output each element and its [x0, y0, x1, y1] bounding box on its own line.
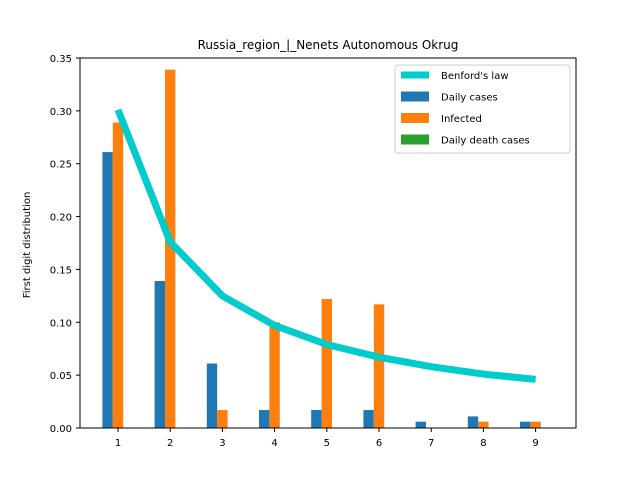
bar-daily-cases-9 [520, 421, 531, 428]
y-tick-label: 0.30 [50, 107, 72, 118]
legend-swatch-daily-cases [401, 91, 429, 102]
plot-frame [79, 57, 577, 429]
legend: Benford's law Daily cases Infected Daily de… [394, 64, 571, 154]
bar-infected-1 [112, 122, 124, 428]
x-tick-label: 8 [480, 438, 486, 449]
y-axis: 0.00 0.05 0.10 0.15 0.20 0.25 0.30 0.35 [50, 54, 80, 435]
x-axis: 1 2 3 4 5 6 7 8 9 [115, 428, 539, 449]
bar-infected-9 [530, 421, 541, 428]
bar-daily-cases-4 [259, 410, 270, 428]
x-tick-label: 4 [271, 438, 277, 449]
legend-label-daily-death-cases: Daily death cases [441, 136, 530, 147]
bar-infected-4 [269, 322, 280, 428]
x-tick-label: 3 [219, 438, 225, 449]
y-tick-label: 0.10 [50, 318, 72, 329]
bar-infected-6 [373, 304, 385, 428]
legend-label-benford-s-law: Benford's law [441, 71, 509, 82]
x-tick-label: 5 [324, 438, 330, 449]
bar-daily-cases-6 [363, 410, 374, 428]
benford-line [114, 108, 536, 383]
x-tick-label: 9 [532, 438, 538, 449]
y-tick-label: 0.25 [50, 160, 72, 171]
y-tick-label: 0.00 [50, 424, 72, 435]
bar-daily-cases-2 [154, 281, 165, 428]
y-tick-label: 0.15 [50, 265, 72, 276]
legend-swatch-infected [401, 113, 429, 123]
legend-label-daily-cases: Daily cases [441, 93, 498, 104]
y-tick-label: 0.35 [50, 54, 72, 65]
bar-daily-cases-7 [415, 421, 426, 428]
bar-daily-cases-5 [311, 410, 322, 428]
bar-infected-2 [165, 69, 176, 428]
legend-swatch-daily-death-cases [401, 134, 429, 145]
y-tick-label: 0.20 [50, 213, 72, 224]
x-tick-label: 7 [428, 438, 434, 449]
bar-daily-cases-3 [206, 363, 218, 428]
y-tick-label: 0.05 [50, 371, 72, 382]
y-axis-label: First digit distribution [22, 192, 33, 299]
bar-daily-cases-8 [467, 416, 479, 428]
bar-infected-3 [217, 410, 228, 428]
x-tick-label: 2 [167, 438, 173, 449]
legend-box [394, 64, 571, 154]
bar-infected-5 [321, 299, 332, 428]
plot-area [79, 57, 577, 429]
x-tick-label: 6 [376, 438, 382, 449]
bar-infected-8 [478, 421, 489, 428]
legend-label-infected: Infected [441, 114, 482, 125]
x-tick-label: 1 [115, 438, 121, 449]
chart-title: Russia_region_|_Nenets Autonomous Okrug [198, 38, 459, 52]
bar-daily-cases-1 [102, 152, 113, 429]
